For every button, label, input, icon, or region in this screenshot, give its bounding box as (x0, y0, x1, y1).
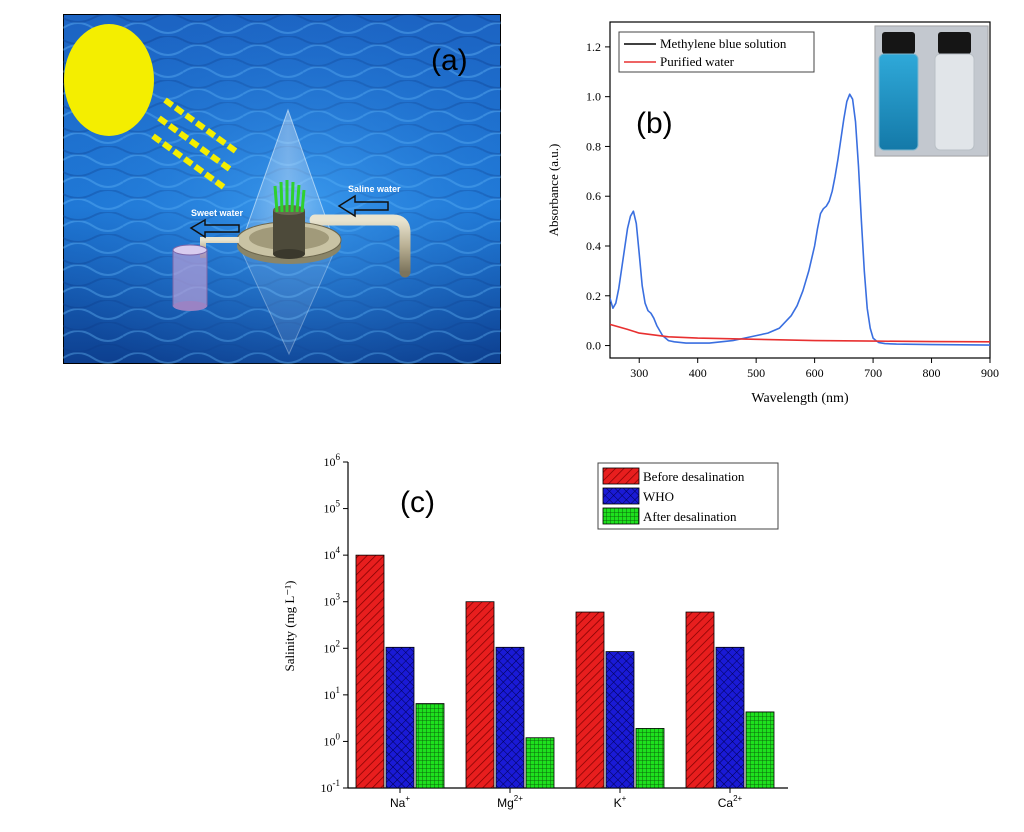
bar-after-desalination (745, 711, 775, 789)
x-tick-label: 700 (864, 366, 882, 380)
x-tick-label: 500 (747, 366, 765, 380)
cone-still-icon (200, 108, 411, 356)
saline-water-label: Saline water (348, 184, 401, 194)
bar-before-desalination (355, 554, 385, 789)
panel-b-label: (b) (636, 107, 673, 140)
y-tick-label: 1.0 (586, 90, 601, 104)
bar-before-desalination (575, 611, 605, 789)
y-tick-label: 0.6 (586, 189, 601, 203)
x-tick-label: 300 (630, 366, 648, 380)
y-tick-label: 104 (324, 545, 341, 562)
bar-before-desalination (465, 601, 495, 789)
y-tick-label: 105 (324, 499, 341, 516)
bar-after-desalination (415, 703, 445, 789)
legend-label-after: After desalination (643, 509, 737, 524)
bar-after-desalination (525, 737, 555, 789)
series-lines (610, 93, 990, 346)
panel-a-label: (a) (431, 44, 468, 77)
legend-label-purified-water: Purified water (660, 54, 735, 69)
y-tick-label: 102 (324, 638, 341, 655)
x-tick-label: 800 (923, 366, 941, 380)
collection-cup-icon (172, 244, 208, 311)
y-tick-label: 103 (324, 592, 341, 609)
saline-arrow-icon (337, 194, 389, 218)
x-tick-label: 600 (806, 366, 824, 380)
series-line-purified-water (610, 323, 990, 343)
bar-who (495, 646, 525, 789)
legend: Before desalination WHO After desalinati… (597, 462, 779, 530)
bar-who (605, 651, 635, 789)
light-rays-icon (151, 97, 239, 191)
x-tick-label: Mg2+ (497, 794, 523, 810)
bar-after-desalination (635, 728, 665, 789)
x-tick-label: Na+ (390, 794, 410, 810)
y-tick-label: 106 (324, 452, 341, 469)
panel-c-label: (c) (400, 486, 435, 519)
x-tick-label: Ca2+ (718, 794, 743, 810)
plot-border (609, 21, 991, 359)
legend-swatch-who (602, 487, 640, 505)
vials-photo (874, 25, 989, 157)
legend-label-who: WHO (643, 489, 674, 504)
axis-ticks: 300 400 500 600 700 800 900 0.0 0.2 0.4 0.6 0.8 1.0 1… (586, 40, 999, 380)
still-illustration: Saline water Sweet water (a) (62, 13, 502, 365)
bar-who (385, 646, 415, 789)
y-tick-label: 0.2 (586, 289, 601, 303)
legend-swatch-before (602, 467, 640, 485)
y-tick-label: 0.8 (586, 139, 601, 153)
panel-c-chart: 10-1 100 101 102 103 104 105 106 Na+ Mg2+ K+ Ca2+ B… (270, 440, 790, 827)
y-tick-label: 1.2 (586, 40, 601, 54)
bars (355, 554, 775, 789)
sun-icon (64, 24, 154, 136)
sweet-arrow-icon (189, 218, 240, 239)
plot-frame (609, 21, 991, 359)
y-tick-label: 0.0 (586, 339, 601, 353)
legend-label-methylene-blue: Methylene blue solution (660, 36, 787, 51)
legend-label-before: Before desalination (643, 469, 745, 484)
y-axis-title: Absorbance (a.u.) (546, 144, 561, 237)
legend: Methylene blue solution Purified water (618, 31, 815, 73)
x-tick-label: 900 (981, 366, 999, 380)
x-tick-label: 400 (689, 366, 707, 380)
y-axis-title: Salinity (mg L⁻¹) (282, 581, 297, 672)
series-line-methylene-blue (610, 93, 990, 346)
sweet-water-label: Sweet water (191, 208, 244, 218)
y-tick-label: 10-1 (321, 778, 341, 795)
legend-swatch-after (602, 507, 640, 525)
absorbance-chart: 300 400 500 600 700 800 900 0.0 0.2 0.4 0.6 0.8 1.0 1… (546, 21, 999, 406)
bar-who (715, 646, 745, 789)
y-tick-label: 0.4 (586, 239, 601, 253)
salinity-chart: 10-1 100 101 102 103 104 105 106 Na+ Mg2+ K+ Ca2+ B… (282, 452, 788, 810)
x-axis-title: Wavelength (nm) (751, 391, 849, 406)
axis-ticks: 10-1 100 101 102 103 104 105 106 Na+ Mg2+ K+ Ca2+ (321, 452, 743, 810)
y-tick-label: 100 (324, 731, 341, 748)
bar-before-desalination (685, 611, 715, 789)
y-tick-label: 101 (324, 685, 341, 702)
x-tick-label: K+ (614, 794, 627, 810)
panel-a-illustration: Saline water Sweet water (a) (62, 13, 502, 365)
panel-b-chart: 300 400 500 600 700 800 900 0.0 0.2 0.4 0.6 0.8 1.0 1… (520, 0, 1024, 420)
